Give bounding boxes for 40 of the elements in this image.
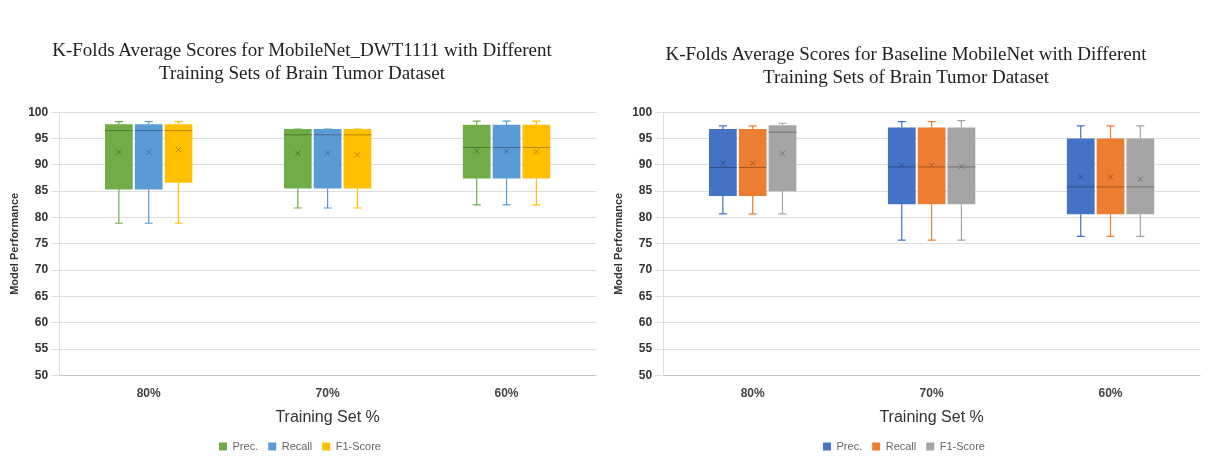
y-tick-label: 100 — [632, 104, 653, 119]
chart-title: K-Folds Average Scores for Baseline MobileNet with Different Training Sets of Brain Tumor Dataset — [664, 42, 1148, 89]
x-axis-title: Training Set % — [275, 407, 380, 425]
x-tick-label: 70% — [315, 385, 340, 400]
y-tick-label: 75 — [34, 236, 49, 251]
y-tick-label: 100 — [28, 104, 49, 119]
y-tick-label: 55 — [34, 341, 49, 356]
legend-label: Recall — [885, 439, 917, 452]
y-axis-title: Model Performance — [611, 192, 624, 295]
x-tick-label: 60% — [1098, 385, 1123, 400]
x-tick-label: 80% — [740, 385, 766, 400]
y-tick-label: 55 — [638, 341, 653, 356]
y-tick-label: 90 — [638, 157, 653, 172]
x-tick-label: 80% — [136, 385, 162, 400]
y-tick-label: 85 — [638, 183, 653, 198]
legend-label: F1-Score — [939, 439, 985, 452]
chart-title: K-Folds Average Scores for MobileNet_DWT1111 with Different Training Sets of Brain Tumor Dataset — [51, 38, 553, 85]
y-axis-title: Model Performance — [7, 192, 20, 295]
x-axis-title: Training Set % — [879, 407, 984, 425]
y-tick-label: 60 — [638, 315, 653, 330]
y-tick-label: 70 — [638, 262, 653, 277]
legend-label: Recall — [281, 439, 313, 452]
y-tick-label: 60 — [34, 315, 49, 330]
y-tick-label: 50 — [34, 367, 49, 382]
y-tick-label: 95 — [34, 130, 49, 145]
y-tick-label: 75 — [638, 236, 653, 251]
y-tick-label: 65 — [34, 288, 49, 303]
y-tick-label: 80 — [34, 209, 49, 224]
x-tick-label: 70% — [919, 385, 944, 400]
y-tick-label: 95 — [638, 130, 653, 145]
y-tick-label: 90 — [34, 157, 49, 172]
y-tick-label: 80 — [638, 209, 653, 224]
y-tick-label: 65 — [638, 288, 653, 303]
y-tick-label: 85 — [34, 183, 49, 198]
x-tick-label: 60% — [494, 385, 519, 400]
y-tick-label: 50 — [638, 367, 653, 382]
legend-label: Prec. — [836, 439, 863, 452]
legend-label: Prec. — [232, 439, 259, 452]
y-tick-label: 70 — [34, 262, 49, 277]
legend-label: F1-Score — [335, 439, 381, 452]
